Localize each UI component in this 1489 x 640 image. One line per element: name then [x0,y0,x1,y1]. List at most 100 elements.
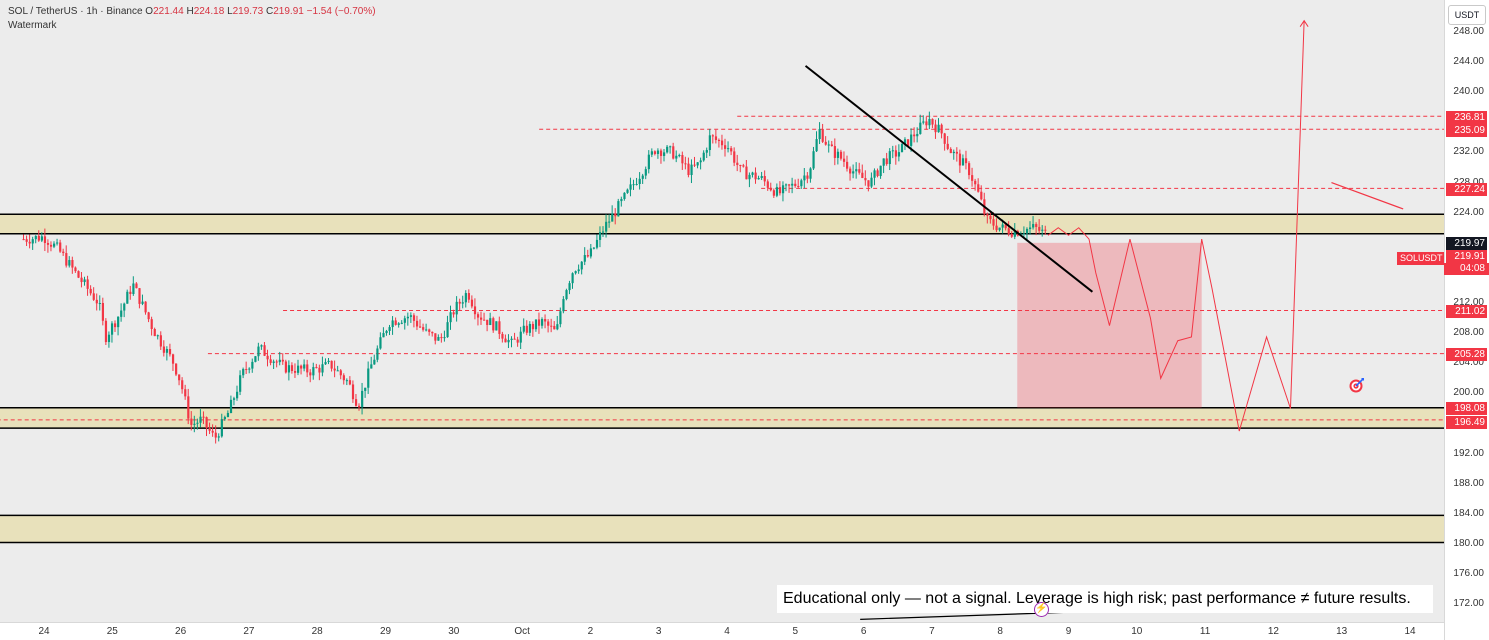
candle-body-299 [934,124,937,133]
candle-body-70 [236,391,239,399]
candle-body-120 [388,327,391,331]
chart-canvas[interactable] [0,0,1444,622]
candle-body-231 [727,148,730,150]
candle-body-303 [946,143,949,149]
open-value: 221.44 [153,6,184,17]
candle-body-135 [434,333,437,341]
candle-body-297 [928,118,931,126]
time-tick-label: 4 [724,626,730,637]
candle-body-286 [894,150,898,157]
candle-body-3 [31,239,34,244]
candle-body-139 [446,322,449,338]
candle-body-165 [525,325,528,333]
candle-body-144 [461,302,464,304]
price-label-tag: 205.28 [1446,348,1487,361]
candle-body-307 [958,153,962,166]
candle-body-26 [101,302,105,321]
candle-body-321 [1001,224,1004,228]
candle-body-207 [653,151,657,154]
candle-body-277 [867,180,870,187]
time-tick-label: 10 [1131,626,1143,637]
candle-body-310 [968,163,971,176]
candle-body-155 [495,321,498,331]
candle-body-119 [385,330,388,334]
candle-body-173 [550,325,553,327]
candle-body-52 [181,380,184,390]
candle-body-102 [333,368,336,371]
price-label-tag: 196.49 [1446,416,1487,429]
candle-body-216 [681,155,684,164]
symbol-price-tag: SOLUSDT [1397,252,1444,265]
candle-body-248 [778,187,782,194]
candle-body-201 [635,183,638,185]
candle-body-188 [595,239,599,248]
candle-body-125 [403,318,406,323]
candle-body-141 [452,312,455,315]
candle-body-92 [303,364,306,369]
candle-body-138 [443,337,446,339]
candle-body-272 [852,171,855,174]
candle-body-184 [583,255,586,262]
candle-body-251 [788,184,791,186]
candle-body-240 [754,172,757,180]
candle-body-162 [516,339,519,343]
candle-body-239 [751,172,754,175]
candle-body-117 [379,337,382,349]
candle-body-206 [650,151,654,155]
candle-body-269 [842,158,846,162]
candle-body-253 [794,183,797,186]
candle-body-99 [324,362,327,365]
candle-body-151 [483,319,486,321]
candle-body-61 [208,427,211,431]
candle-body-166 [528,323,532,333]
price-axis[interactable]: 248.00244.00240.00236.00232.00228.00224.… [1444,0,1489,640]
candle-body-295 [922,121,925,123]
candle-body-146 [467,293,471,300]
candle-body-275 [861,172,864,178]
watermark-label[interactable]: Watermark [8,20,57,31]
candle-body-254 [797,185,800,187]
candle-body-78 [260,345,263,347]
candle-body-278 [870,177,873,187]
time-tick-label: 24 [38,626,50,637]
candle-body-66 [223,417,227,420]
low-label: L [227,6,233,17]
lightning-bolt-icon[interactable]: ⚡ [1034,602,1049,617]
candle-body-265 [830,144,833,147]
candle-body-247 [775,187,779,196]
candle-body-98 [321,364,324,373]
candle-body-88 [290,365,294,372]
candle-body-282 [882,158,885,166]
candle-body-219 [690,164,693,176]
candle-body-305 [952,151,955,154]
candle-body-323 [1007,228,1010,234]
candle-body-292 [913,134,916,137]
target-icon[interactable] [1349,377,1365,393]
price-tick-label: 232.00 [1453,146,1484,158]
currency-button[interactable]: USDT [1448,5,1486,25]
symbol-legend[interactable]: SOL / TetherUS · 1h · Binance O221.44 H2… [8,6,376,17]
candle-body-107 [348,380,352,385]
time-axis[interactable]: 24 25 26 27 28 29 30 Oct 2 3 4 5 6 7 8 9 10 11 12 13 14 [0,622,1444,640]
candle-body-127 [409,315,413,317]
symbol-name[interactable]: SOL / TetherUS · 1h · Binance [8,6,143,17]
candle-body-21 [86,279,89,289]
candle-body-246 [772,190,776,196]
candle-body-163 [519,331,522,343]
chart-plot-area[interactable]: SOL / TetherUS · 1h · Binance O221.44 H2… [0,0,1444,622]
candle-body-306 [955,151,959,154]
candle-body-313 [977,184,980,192]
candle-body-177 [562,299,565,312]
candle-body-31 [117,316,120,328]
candle-body-95 [312,367,315,376]
candle-body-55 [190,418,193,425]
price-tick-label: 200.00 [1453,387,1484,399]
candle-body-244 [766,181,769,188]
price-tick-label: 208.00 [1453,327,1484,339]
candle-body-192 [608,221,611,223]
candle-body-228 [717,139,721,141]
candle-body-260 [815,139,818,152]
candle-body-30 [114,323,117,328]
candle-body-104 [339,370,342,376]
candle-body-214 [675,155,678,159]
